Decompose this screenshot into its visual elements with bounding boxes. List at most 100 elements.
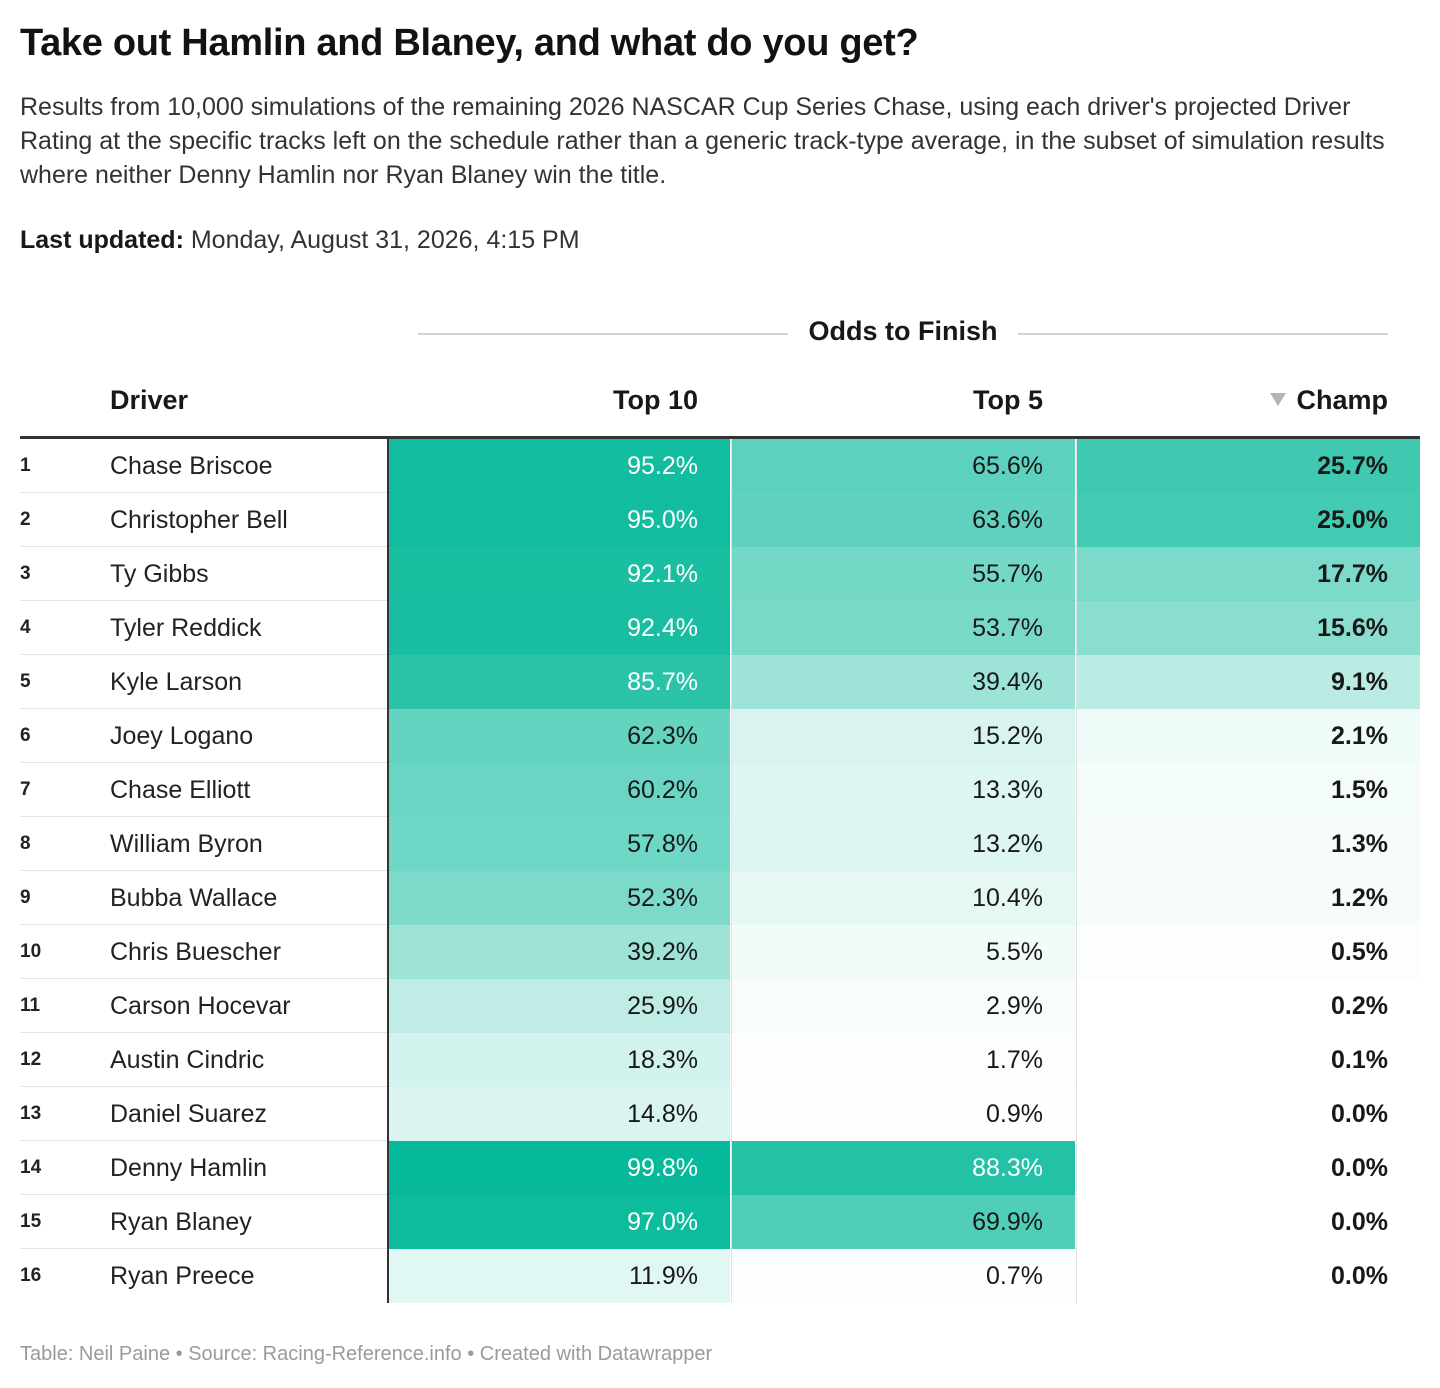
top10-cell: 11.9%	[387, 1249, 730, 1303]
champ-cell: 25.0%	[1076, 493, 1420, 547]
top5-cell: 10.4%	[731, 871, 1075, 925]
table-row: 6 Joey Logano 62.3% 15.2% 2.1%	[20, 709, 1420, 763]
top10-cell: 92.4%	[387, 601, 730, 655]
last-updated-label: Last updated:	[20, 226, 184, 254]
top5-cell: 39.4%	[731, 655, 1075, 709]
group-header-rule-right	[1018, 333, 1388, 335]
column-header-driver[interactable]: Driver	[110, 385, 189, 415]
table-row: 4 Tyler Reddick 92.4% 53.7% 15.6%	[20, 601, 1420, 655]
driver-name-cell: Bubba Wallace	[110, 884, 278, 912]
top5-cell: 2.9%	[731, 979, 1075, 1033]
champ-cell: 17.7%	[1076, 547, 1420, 601]
driver-name-cell: Daniel Suarez	[110, 1100, 268, 1128]
top10-cell: 92.1%	[387, 547, 730, 601]
rank-cell: 10	[20, 941, 42, 962]
rank-cell: 11	[20, 995, 41, 1016]
table-row: 7 Chase Elliott 60.2% 13.3% 1.5%	[20, 763, 1420, 817]
driver-name-cell: Joey Logano	[110, 722, 254, 750]
driver-name-cell: Chase Briscoe	[110, 452, 273, 480]
top10-cell: 25.9%	[387, 979, 730, 1033]
table-row: 11 Carson Hocevar 25.9% 2.9% 0.2%	[20, 979, 1420, 1033]
table-row: 14 Denny Hamlin 99.8% 88.3% 0.0%	[20, 1141, 1420, 1195]
driver-name-cell: Ryan Preece	[110, 1262, 255, 1290]
column-header-top5[interactable]: Top 5	[973, 385, 1043, 415]
column-header-champ[interactable]: Champ	[1076, 385, 1388, 416]
group-header: Odds to Finish	[418, 316, 1388, 347]
top5-cell: 65.6%	[731, 439, 1075, 493]
driver-name-cell: Kyle Larson	[110, 668, 243, 696]
top5-cell: 0.9%	[731, 1087, 1075, 1141]
table-row: 10 Chris Buescher 39.2% 5.5% 0.5%	[20, 925, 1420, 979]
top10-cell: 95.2%	[387, 439, 730, 493]
top10-cell: 97.0%	[387, 1195, 730, 1249]
driver-name-cell: Carson Hocevar	[110, 992, 291, 1020]
table-row: 9 Bubba Wallace 52.3% 10.4% 1.2%	[20, 871, 1420, 925]
champ-cell: 0.0%	[1076, 1249, 1420, 1303]
rank-cell: 16	[20, 1265, 42, 1286]
top5-cell: 0.7%	[731, 1249, 1075, 1303]
top5-cell: 53.7%	[731, 601, 1075, 655]
driver-name-cell: Chase Elliott	[110, 776, 251, 804]
champ-cell: 1.5%	[1076, 763, 1420, 817]
top10-cell: 39.2%	[387, 925, 730, 979]
champ-cell: 0.0%	[1076, 1087, 1420, 1141]
top10-cell: 95.0%	[387, 493, 730, 547]
table-row: 13 Daniel Suarez 14.8% 0.9% 0.0%	[20, 1087, 1420, 1141]
top10-cell: 60.2%	[387, 763, 730, 817]
group-header-text: Odds to Finish	[790, 316, 1016, 346]
driver-name-cell: Christopher Bell	[110, 506, 288, 534]
last-updated: Last updated: Monday, August 31, 2026, 4…	[20, 226, 580, 255]
top5-cell: 88.3%	[731, 1141, 1075, 1195]
rank-cell: 8	[20, 833, 31, 854]
rank-cell: 9	[20, 887, 31, 908]
driver-name-cell: Chris Buescher	[110, 938, 281, 966]
sort-down-icon[interactable]	[1270, 393, 1287, 407]
top10-cell: 99.8%	[387, 1141, 730, 1195]
top5-cell: 15.2%	[731, 709, 1075, 763]
rank-cell: 6	[20, 725, 31, 746]
table-row: 16 Ryan Preece 11.9% 0.7% 0.0%	[20, 1249, 1420, 1303]
top5-cell: 13.2%	[731, 817, 1075, 871]
chart-title: Take out Hamlin and Blaney, and what do …	[20, 22, 919, 64]
top5-cell: 55.7%	[731, 547, 1075, 601]
top10-cell: 14.8%	[387, 1087, 730, 1141]
group-header-rule-left	[418, 333, 788, 335]
footer-credits: Table: Neil Paine • Source: Racing-Refer…	[20, 1343, 713, 1365]
rank-cell: 13	[20, 1103, 42, 1124]
table-body: 1 Chase Briscoe 95.2% 65.6% 25.7% 2 Christophe…	[20, 439, 1420, 1303]
rank-cell: 14	[20, 1157, 42, 1178]
champ-cell: 1.2%	[1076, 871, 1420, 925]
rank-cell: 5	[20, 671, 31, 692]
top10-cell: 85.7%	[387, 655, 730, 709]
table-row: 2 Christopher Bell 95.0% 63.6% 25.0%	[20, 493, 1420, 547]
table-row: 5 Kyle Larson 85.7% 39.4% 9.1%	[20, 655, 1420, 709]
top5-cell: 63.6%	[731, 493, 1075, 547]
rank-cell: 1	[20, 455, 31, 476]
champ-cell: 0.1%	[1076, 1033, 1420, 1087]
table-row: 8 William Byron 57.8% 13.2% 1.3%	[20, 817, 1420, 871]
top10-cell: 57.8%	[387, 817, 730, 871]
champ-cell: 0.2%	[1076, 979, 1420, 1033]
driver-name-cell: Austin Cindric	[110, 1046, 265, 1074]
rank-cell: 15	[20, 1211, 42, 1232]
driver-name-cell: William Byron	[110, 830, 263, 858]
driver-name-cell: Ty Gibbs	[110, 560, 209, 588]
top5-cell: 5.5%	[731, 925, 1075, 979]
top10-cell: 18.3%	[387, 1033, 730, 1087]
table-row: 3 Ty Gibbs 92.1% 55.7% 17.7%	[20, 547, 1420, 601]
chart-subtitle: Results from 10,000 simulations of the r…	[20, 93, 1385, 189]
top10-cell: 62.3%	[387, 709, 730, 763]
top5-cell: 13.3%	[731, 763, 1075, 817]
rank-cell: 2	[20, 509, 31, 530]
last-updated-value: Monday, August 31, 2026, 4:15 PM	[190, 226, 580, 254]
table-row: 15 Ryan Blaney 97.0% 69.9% 0.0%	[20, 1195, 1420, 1249]
column-header-top10[interactable]: Top 10	[612, 385, 698, 415]
champ-cell: 2.1%	[1076, 709, 1420, 763]
champ-cell: 9.1%	[1076, 655, 1420, 709]
champ-cell: 15.6%	[1076, 601, 1420, 655]
rank-cell: 3	[20, 563, 31, 584]
top5-cell: 1.7%	[731, 1033, 1075, 1087]
champ-cell: 0.0%	[1076, 1195, 1420, 1249]
champ-cell: 0.5%	[1076, 925, 1420, 979]
rank-cell: 7	[20, 779, 31, 800]
